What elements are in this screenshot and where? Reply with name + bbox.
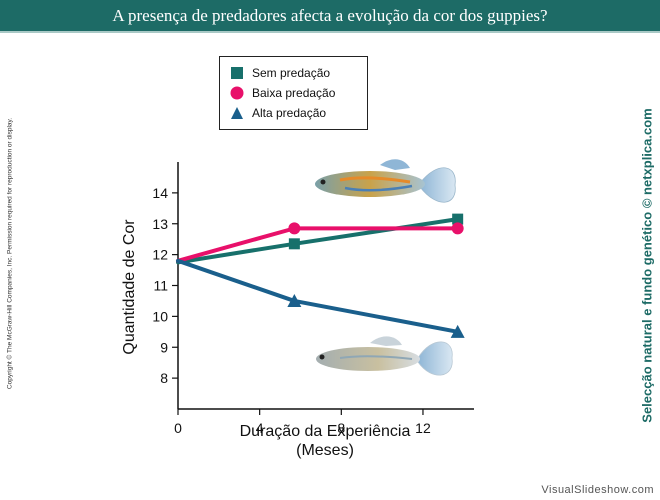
y-tick-label: 8 [160,370,168,386]
y-tick-label: 13 [152,216,168,232]
y-tick-label: 10 [152,308,168,324]
data-point-square [452,213,464,225]
legend-label: Alta predação [252,106,327,120]
legend-label: Baixa predação [252,86,336,100]
x-axis-label: Duração da Experiência [240,423,411,440]
x-tick-label: 12 [415,420,431,436]
triangle-marker-icon [230,106,244,120]
legend-item-alta-predacao: Alta predação [230,104,326,122]
chart-legend: Sem predação Baixa predação Alta predaçã… [219,56,368,130]
circle-marker-icon [230,86,244,100]
square-marker-icon [230,66,244,80]
x-axis-label-unit: (Meses) [296,442,354,459]
y-tick-label: 9 [160,339,168,355]
slide-title: A presença de predadores afecta a evoluç… [112,5,548,25]
legend-item-baixa-predacao: Baixa predação [230,84,335,102]
data-point-triangle [287,293,302,307]
data-point-square [288,238,300,250]
data-point-triangle [450,324,465,338]
legend-item-sem-predacao: Sem predação [230,64,330,82]
pale-guppy-illustration [316,336,453,376]
colorful-guppy-illustration [315,159,456,203]
data-point-circle [451,222,464,235]
data-point-circle [288,222,301,235]
series-line-2 [176,258,460,334]
y-tick-label: 14 [152,185,168,201]
y-axis-label: Quantidade de Cor [121,219,138,355]
slide-title-bar: A presença de predadores afecta a evoluç… [0,0,660,31]
footer-watermark: VisualSlideshow.com [541,484,654,496]
header-divider [0,31,660,33]
y-tick-label: 12 [152,247,168,263]
x-tick-label: 0 [174,420,182,436]
series-line-0 [176,217,460,265]
y-tick-label: 11 [153,278,168,294]
x-tick-label: 4 [256,420,264,436]
legend-label: Sem predação [252,66,331,80]
x-tick-label: 8 [337,420,345,436]
